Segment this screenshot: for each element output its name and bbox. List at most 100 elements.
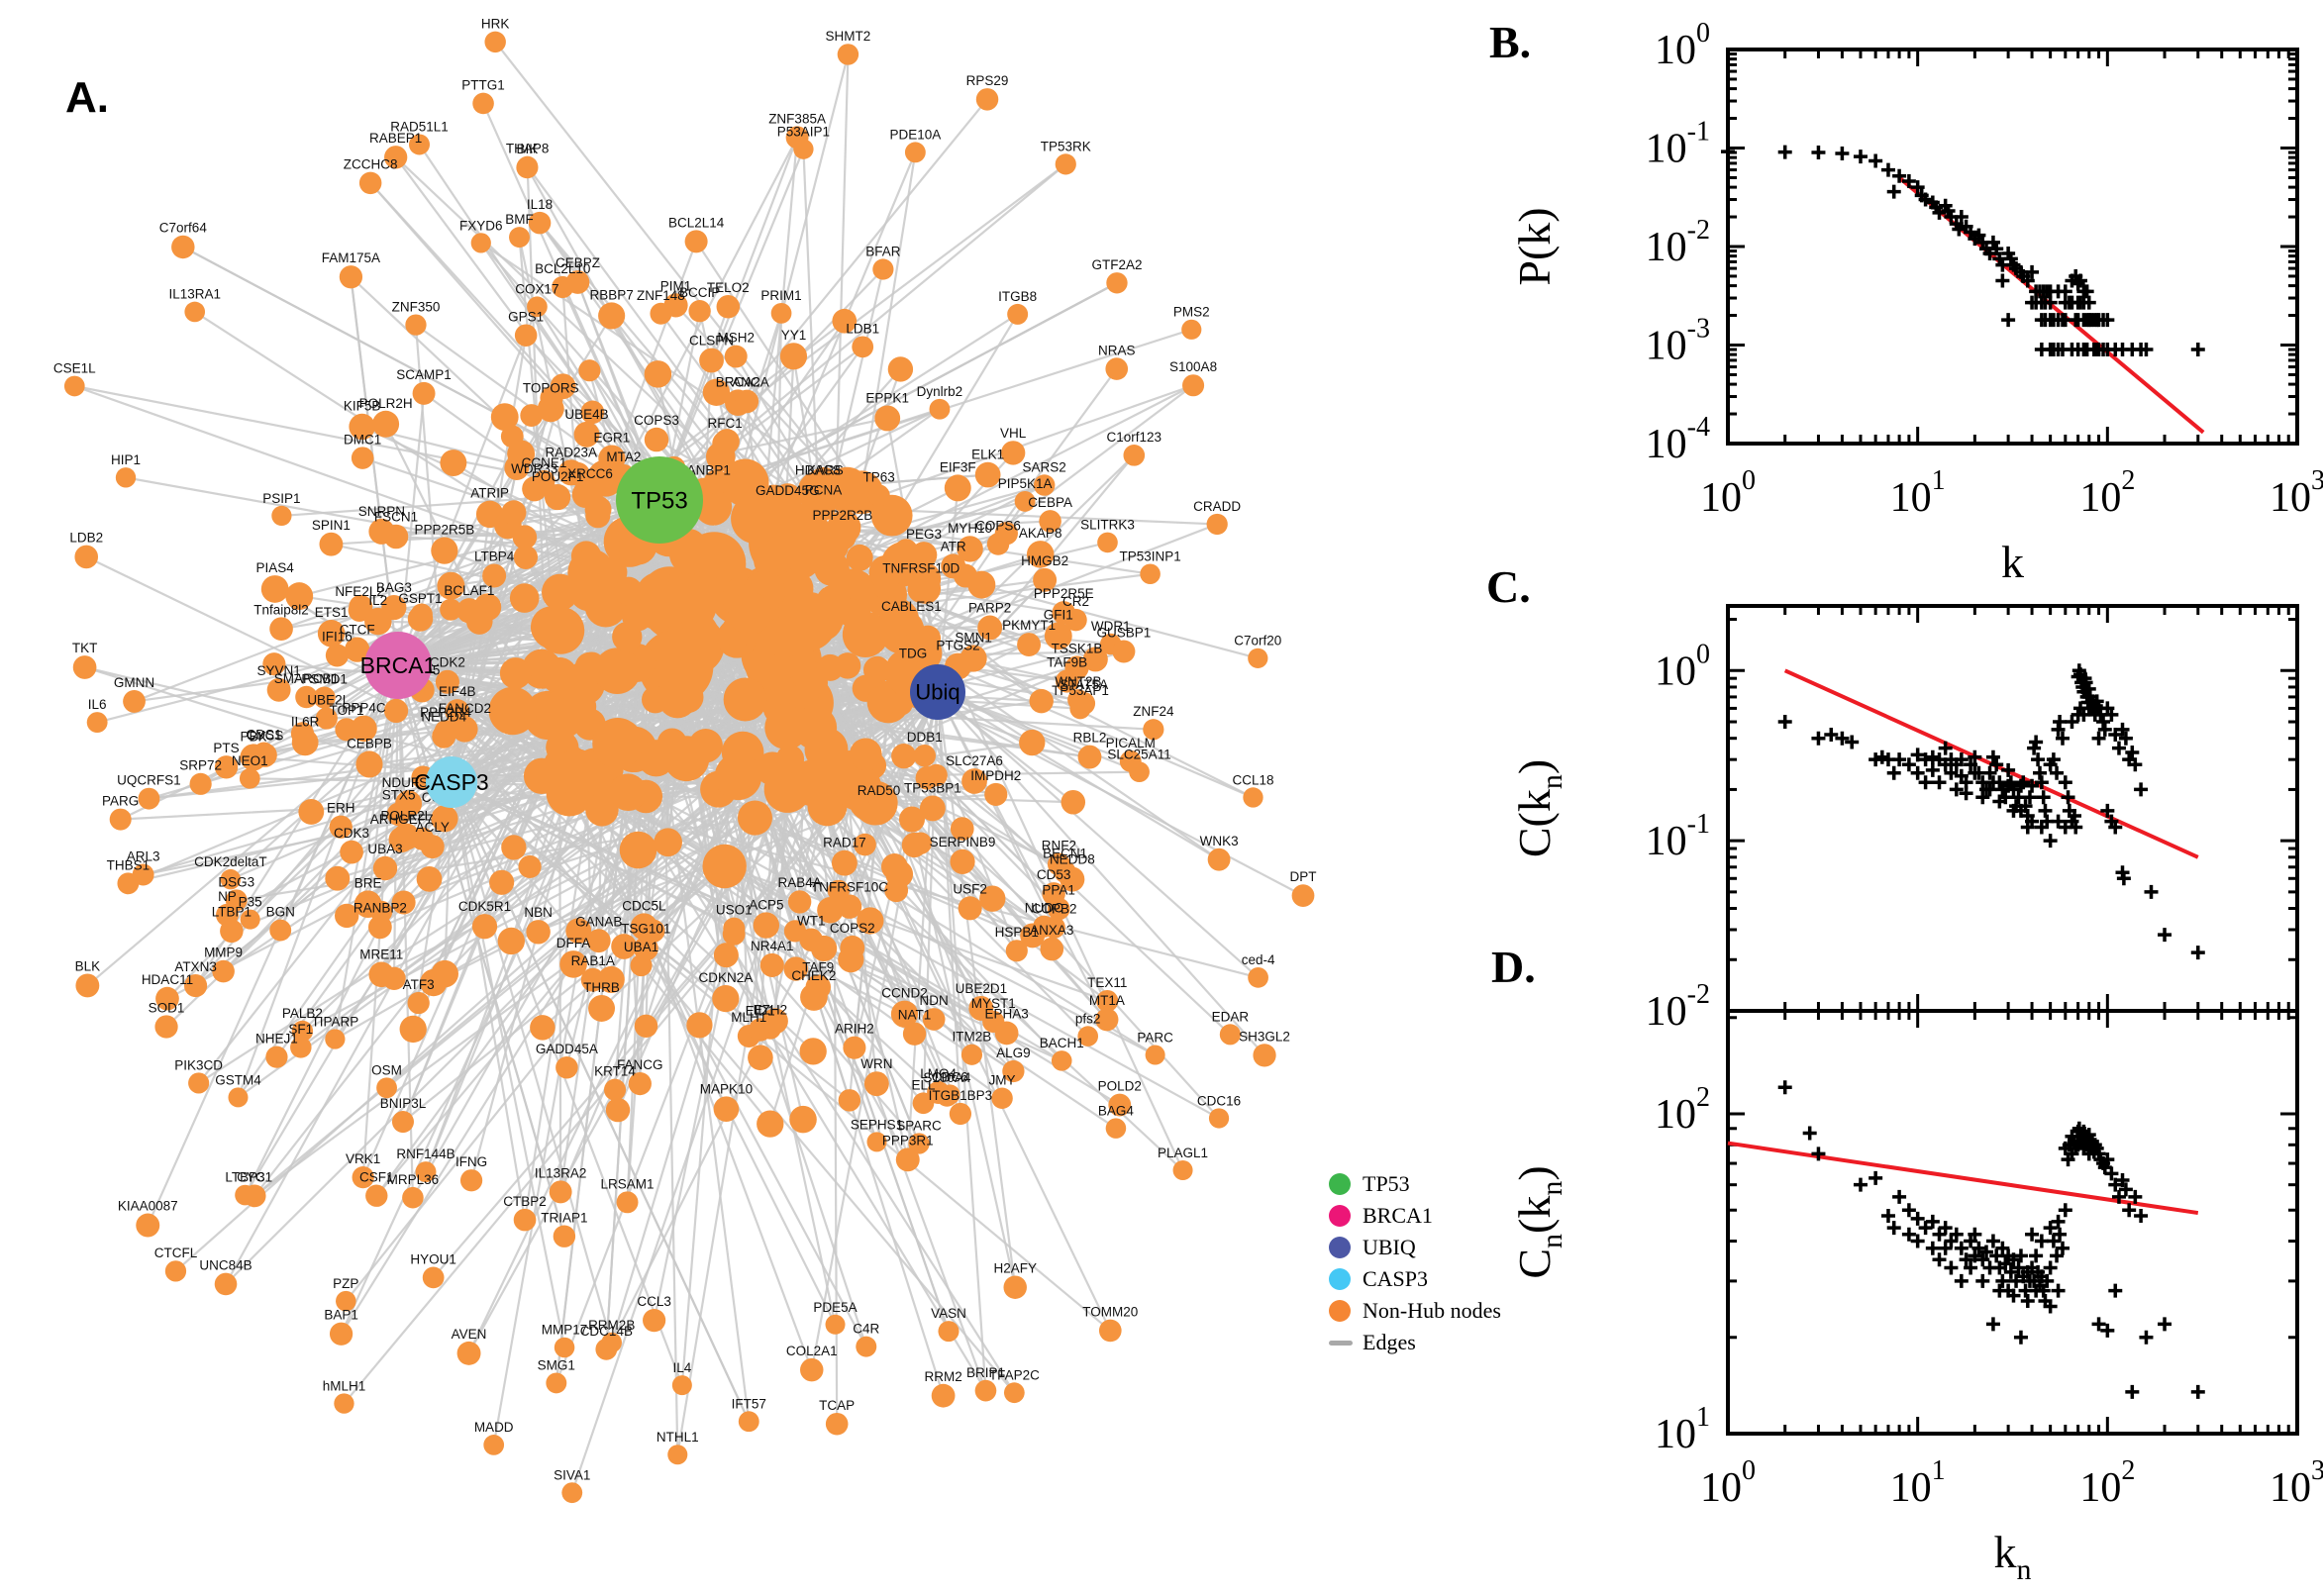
- legend-label: BRCA1: [1363, 1203, 1433, 1228]
- svg-text:NUDC: NUDC: [1025, 901, 1063, 916]
- svg-text:THAP8: THAP8: [506, 142, 550, 156]
- svg-text:CR2: CR2: [1062, 594, 1089, 609]
- svg-text:ced-4: ced-4: [1242, 952, 1275, 967]
- svg-text:NEDD8: NEDD8: [1050, 852, 1095, 867]
- legend-label: Edges: [1363, 1330, 1416, 1354]
- svg-text:103: 103: [2270, 1455, 2323, 1511]
- svg-text:hMLH1: hMLH1: [323, 1378, 366, 1393]
- svg-text:BLK: BLK: [75, 959, 101, 974]
- svg-text:FSCN1: FSCN1: [374, 510, 418, 525]
- svg-text:RAD51L1: RAD51L1: [390, 119, 449, 134]
- svg-text:PPA1: PPA1: [1042, 883, 1075, 898]
- svg-text:TEX11: TEX11: [1087, 975, 1127, 990]
- network-legend: TP53 BRCA1 UBIQ CASP3 Non-Hub nodes Edge…: [1329, 1168, 1501, 1358]
- svg-text:UBA3: UBA3: [367, 842, 402, 856]
- svg-text:NEDD4: NEDD4: [421, 710, 466, 725]
- legend-item-brca1: BRCA1: [1329, 1200, 1501, 1232]
- svg-text:103: 103: [2270, 465, 2323, 521]
- svg-text:ATRIP: ATRIP: [470, 486, 509, 501]
- svg-text:ETS1: ETS1: [315, 605, 349, 620]
- svg-text:PCNA: PCNA: [805, 482, 843, 497]
- svg-text:THRB: THRB: [583, 980, 620, 995]
- svg-text:PARP2: PARP2: [968, 601, 1011, 616]
- svg-text:PIM1: PIM1: [660, 278, 692, 293]
- svg-text:NHEJ1: NHEJ1: [255, 1032, 298, 1047]
- svg-text:P(k): P(k): [1509, 207, 1560, 285]
- svg-text:EID1: EID1: [746, 1003, 775, 1018]
- svg-text:KARS: KARS: [807, 463, 844, 478]
- svg-text:WT1: WT1: [797, 914, 826, 929]
- svg-text:CTBP2: CTBP2: [503, 1194, 547, 1209]
- svg-text:CCL3: CCL3: [637, 1294, 671, 1309]
- svg-text:ARIH2: ARIH2: [835, 1022, 874, 1037]
- svg-text:LTBP3: LTBP3: [225, 1170, 264, 1185]
- svg-text:H2AFY: H2AFY: [993, 1260, 1037, 1275]
- svg-text:NBN: NBN: [524, 905, 553, 920]
- legend-item-casp3: CASP3: [1329, 1263, 1501, 1295]
- svg-text:COL2A1: COL2A1: [786, 1344, 838, 1358]
- hub-casp3: [426, 756, 477, 808]
- svg-text:100: 100: [1655, 18, 1710, 73]
- svg-text:k: k: [2001, 537, 2024, 587]
- svg-text:NDUFS1: NDUFS1: [382, 775, 436, 790]
- svg-text:101: 101: [1890, 465, 1946, 521]
- svg-text:NTHL1: NTHL1: [656, 1430, 699, 1445]
- svg-text:UQCRFS1: UQCRFS1: [117, 773, 181, 788]
- svg-text:10-4: 10-4: [1646, 412, 1710, 467]
- svg-text:C1orf123: C1orf123: [1107, 430, 1162, 445]
- svg-text:TAF9: TAF9: [802, 959, 834, 974]
- panel-c-label: C.: [1486, 561, 1531, 612]
- svg-text:BAP1: BAP1: [324, 1308, 358, 1323]
- svg-text:PSMD1: PSMD1: [301, 671, 348, 686]
- svg-text:CDK2: CDK2: [430, 655, 465, 670]
- loglog-plots-panel: 100 101 102 10310010-110-210-310-4kP(k)1001…: [1509, 18, 2323, 1586]
- svg-text:NRAS: NRAS: [1098, 343, 1136, 357]
- svg-text:STAT5A: STAT5A: [1060, 677, 1108, 692]
- svg-text:PARG: PARG: [102, 794, 139, 809]
- svg-text:JMY: JMY: [989, 1073, 1016, 1088]
- svg-text:PPP2R2B: PPP2R2B: [812, 508, 872, 523]
- svg-text:MRE11: MRE11: [359, 948, 403, 962]
- svg-text:SYVN1: SYVN1: [256, 663, 300, 678]
- svg-text:GSTM4: GSTM4: [215, 1072, 261, 1087]
- svg-text:NP: NP: [218, 889, 237, 904]
- svg-text:CSE1L: CSE1L: [53, 361, 96, 376]
- svg-text:SPIN1: SPIN1: [312, 518, 351, 533]
- svg-text:TOMM20: TOMM20: [1082, 1305, 1138, 1320]
- svg-text:SRP72: SRP72: [179, 758, 222, 773]
- svg-text:COPS2: COPS2: [830, 921, 875, 936]
- svg-text:PALB2: PALB2: [282, 1006, 323, 1021]
- svg-text:RNF2: RNF2: [1042, 839, 1076, 853]
- svg-text:PSIP1: PSIP1: [262, 491, 300, 506]
- svg-text:SH3GL2: SH3GL2: [1239, 1029, 1290, 1044]
- svg-text:PPP2R5E: PPP2R5E: [1034, 586, 1094, 601]
- svg-text:PPP4C: PPP4C: [342, 701, 386, 716]
- svg-text:YY1: YY1: [781, 328, 807, 343]
- svg-text:MLH1: MLH1: [731, 1010, 766, 1025]
- plot-panel-c: 100 10-1 10-2 C(kn): [1509, 604, 2299, 1035]
- svg-text:IMPDH2: IMPDH2: [970, 768, 1021, 783]
- svg-text:GADD45A: GADD45A: [536, 1042, 598, 1056]
- svg-text:ALG9: ALG9: [996, 1046, 1031, 1060]
- svg-text:RNF144B: RNF144B: [396, 1147, 454, 1161]
- svg-text:SLC25A11: SLC25A11: [1107, 747, 1170, 761]
- svg-text:100: 100: [1700, 1455, 1756, 1511]
- svg-text:MYH10: MYH10: [948, 521, 992, 536]
- svg-text:BIK: BIK: [517, 142, 539, 156]
- svg-text:CABLES1: CABLES1: [881, 599, 942, 614]
- svg-text:ERH: ERH: [327, 801, 355, 816]
- svg-text:TNFRSF10D: TNFRSF10D: [882, 561, 960, 576]
- svg-text:ANXA3: ANXA3: [1030, 923, 1073, 938]
- svg-text:RBL2: RBL2: [1073, 731, 1107, 746]
- svg-text:PIK3CD: PIK3CD: [174, 1057, 223, 1072]
- svg-text:TKT: TKT: [72, 641, 98, 655]
- svg-text:IL6: IL6: [88, 697, 107, 712]
- svg-text:ARHGEF7: ARHGEF7: [370, 812, 434, 827]
- svg-text:TOPORS: TOPORS: [523, 380, 579, 395]
- svg-text:NFE2L2: NFE2L2: [335, 584, 384, 599]
- svg-text:BRCA2: BRCA2: [716, 374, 760, 389]
- tp53-dot-icon: [1329, 1173, 1351, 1195]
- legend-label: TP53: [1363, 1171, 1410, 1196]
- svg-text:CYC1: CYC1: [237, 1169, 272, 1184]
